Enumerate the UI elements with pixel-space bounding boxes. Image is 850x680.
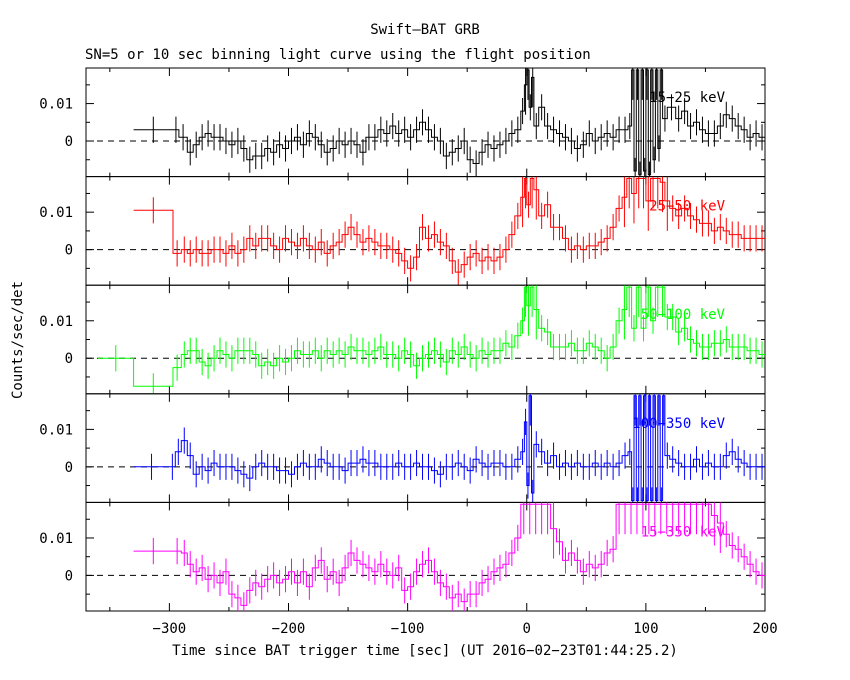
y-tick-label: 0 [65, 134, 73, 150]
y-tick-label: 0.01 [39, 422, 73, 438]
band-label: 50−100 keV [641, 307, 726, 323]
band-label: 15−25 keV [649, 90, 725, 106]
y-tick-label: 0 [65, 351, 73, 367]
series-1 [133, 68, 765, 177]
series-line [133, 395, 765, 501]
panel-1: 0 0.01 15−25 keV [39, 67, 766, 178]
x-tick-label: −100 [391, 621, 425, 637]
series-line [133, 503, 765, 606]
y-tick-label: 0 [65, 568, 73, 584]
x-tick-label: −200 [272, 621, 306, 637]
panel-3: 0 0.01 50−100 keV [39, 284, 766, 395]
y-tick-label: 0 [65, 460, 73, 476]
panel-5: 0 0.01 15−350 keV [39, 501, 766, 612]
y-tick-label: 0.01 [39, 314, 73, 330]
panels-group: 0 0.01 15−25 keV 0 0.01 25−50 keV 0 0.01 50−100 … [39, 67, 778, 637]
band-label: 25−50 keV [649, 199, 725, 215]
band-label: 100−350 keV [632, 416, 725, 432]
series-4 [133, 393, 765, 503]
y-tick-label: 0 [65, 243, 73, 259]
series-line [133, 178, 765, 273]
panel-4: 0 0.01 100−350 keV [39, 393, 766, 503]
x-tick-label: 0 [523, 621, 531, 637]
y-tick-label: 0.01 [39, 97, 73, 113]
y-axis-label: Counts/sec/det [10, 281, 26, 399]
chart-title: Swift–BAT GRB [370, 22, 480, 38]
series-2 [133, 176, 765, 286]
y-tick-label: 0.01 [39, 205, 73, 221]
x-tick-label: 100 [633, 621, 658, 637]
y-tick-label: 0.01 [39, 531, 73, 547]
panel-2: 0 0.01 25−50 keV [39, 176, 766, 286]
series-5 [133, 502, 765, 611]
series-3 [97, 285, 765, 394]
series-line [97, 286, 765, 387]
series-line [133, 69, 765, 176]
x-axis-label: Time since BAT trigger time [sec] (UT 20… [172, 643, 678, 659]
x-tick-label: 200 [752, 621, 777, 637]
x-tick-label: −300 [153, 621, 187, 637]
band-label: 15−350 keV [641, 524, 726, 540]
chart-subtitle: SN=5 or 10 sec binning light curve using… [85, 47, 591, 63]
